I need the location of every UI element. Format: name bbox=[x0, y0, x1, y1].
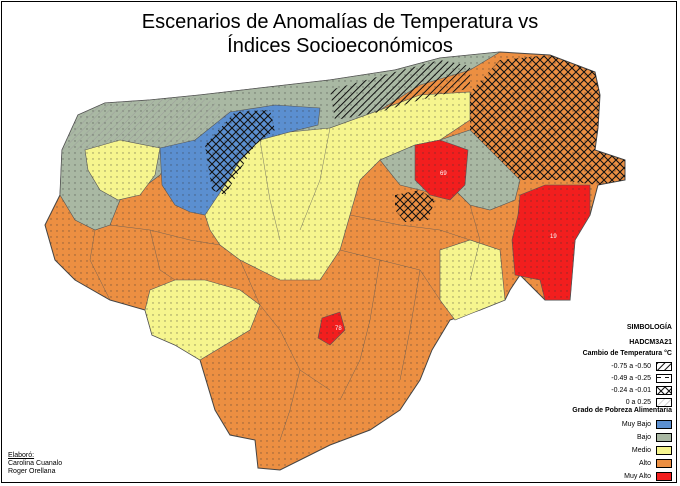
map-label-19: 19 bbox=[550, 234, 557, 240]
crosshatch-swatch bbox=[656, 385, 672, 395]
credits: Elaboró: Carolina Cuanalo Roger Orellana bbox=[8, 452, 62, 476]
legend-poverty-title: Grado de Pobreza Alimentaria bbox=[572, 407, 672, 414]
map-title-line1: Escenarios de Anomalías de Temperatura v… bbox=[141, 11, 539, 33]
legend-poverty-item: Muy Bajo bbox=[622, 419, 672, 429]
credits-label: Elaboró: bbox=[8, 452, 35, 459]
temp-crosshatch-central bbox=[395, 190, 435, 222]
color-swatch bbox=[656, 471, 672, 481]
color-swatch bbox=[656, 458, 672, 468]
legend-poverty-item: Muy Alto bbox=[624, 471, 672, 481]
municipality-boundaries bbox=[89, 127, 481, 441]
temp-crosshatch-northeast bbox=[470, 55, 625, 185]
map-label-78: 78 bbox=[335, 326, 342, 332]
legend-temp-title: Cambio de Temperatura °C bbox=[582, 350, 672, 357]
legend-scenario: HADCM3A21 bbox=[629, 339, 672, 346]
legend-poverty-item: Medio bbox=[632, 445, 672, 455]
hatch-dense-swatch bbox=[656, 361, 672, 371]
color-swatch bbox=[656, 432, 672, 442]
legend-temp-item: -0.49 a -0.25 bbox=[611, 373, 672, 383]
color-swatch bbox=[656, 419, 672, 429]
temp-crosshatch-merida bbox=[205, 110, 275, 195]
legend-temp-item: -0.24 a -0.01 bbox=[611, 385, 672, 395]
map-title-line2: Índices Socioeconómicos bbox=[227, 35, 453, 57]
map-label-69: 69 bbox=[440, 171, 447, 177]
legend-poverty-item: Alto bbox=[639, 458, 672, 468]
color-swatch bbox=[656, 445, 672, 455]
legend-temp-item: 0 a 0.25 bbox=[626, 397, 672, 407]
credits-author: Carolina Cuanalo bbox=[8, 460, 63, 467]
dashed-swatch bbox=[656, 373, 672, 383]
legend-poverty-item: Bajo bbox=[637, 432, 672, 442]
temp-hatch-light-west bbox=[62, 95, 230, 150]
municipality-dot-texture bbox=[45, 52, 625, 470]
hatch-light-swatch bbox=[656, 397, 672, 407]
legend-temp-item: -0.75 a -0.50 bbox=[611, 361, 672, 371]
legend-heading: SIMBOLOGÍA bbox=[626, 324, 672, 331]
temp-hatch-coast bbox=[330, 60, 470, 120]
legend: SIMBOLOGÍA HADCM3A21 Cambio de Temperatu… bbox=[560, 320, 672, 481]
credits-author: Roger Orellana bbox=[8, 468, 56, 475]
